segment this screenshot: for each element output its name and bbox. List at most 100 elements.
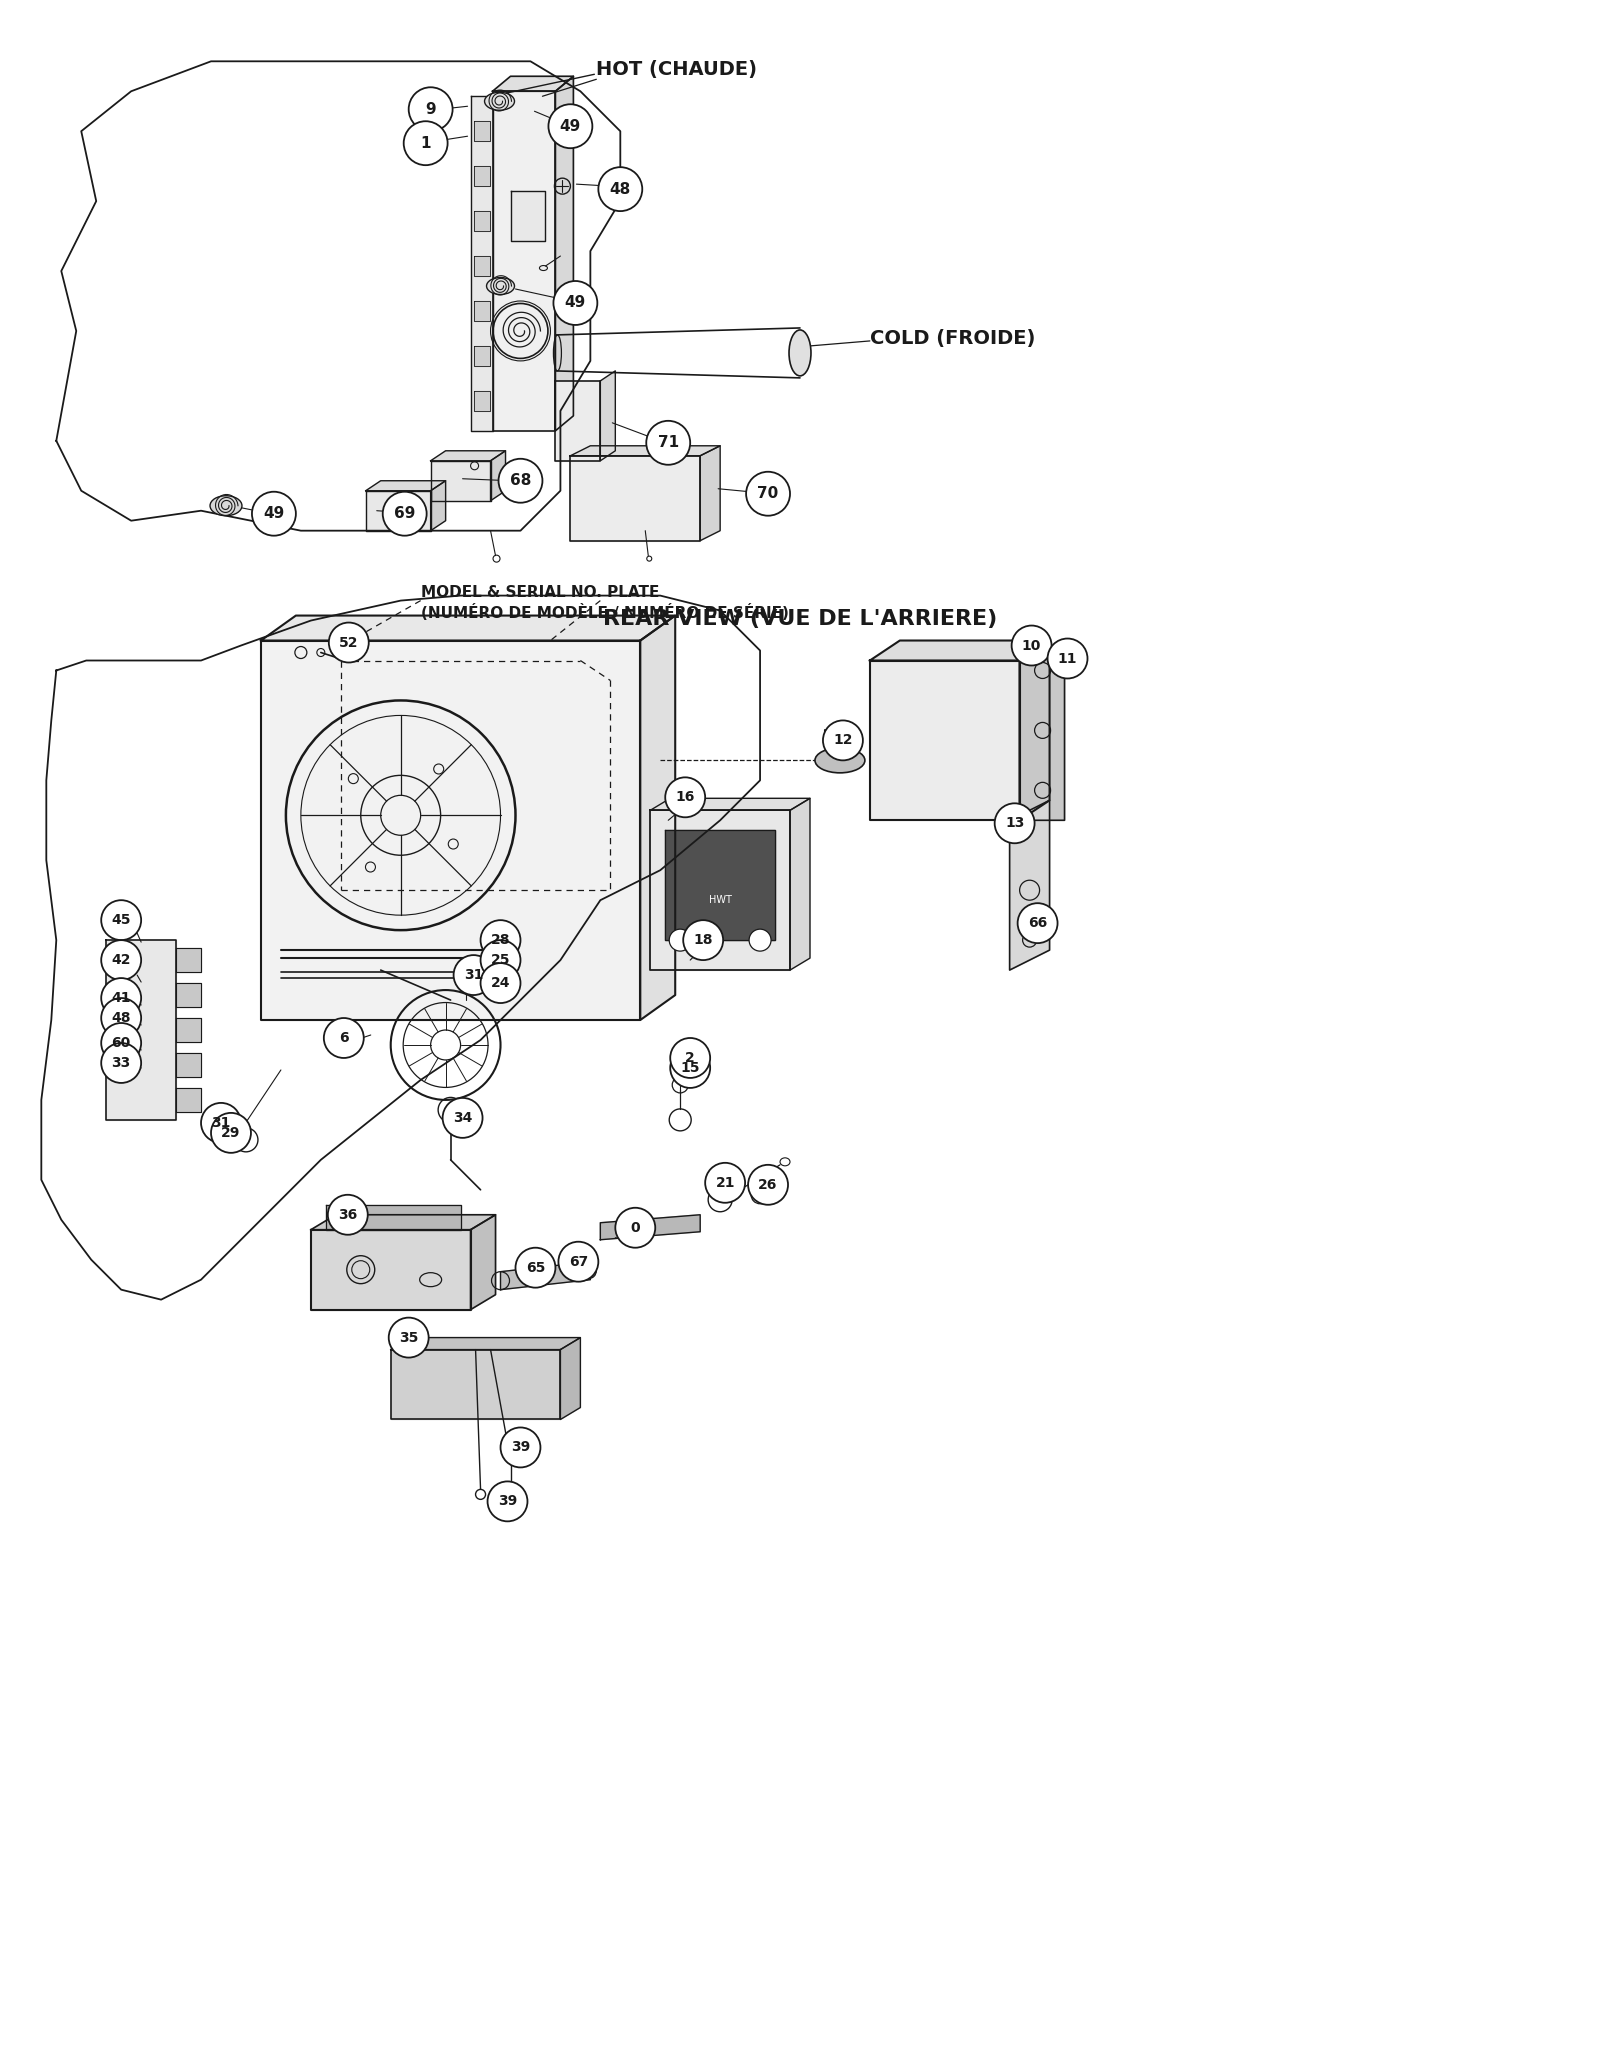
Text: 2: 2 <box>685 1052 694 1064</box>
Circle shape <box>330 623 368 662</box>
Circle shape <box>454 954 493 996</box>
Text: 65: 65 <box>526 1261 546 1275</box>
Polygon shape <box>491 451 506 501</box>
Polygon shape <box>501 1263 590 1290</box>
Text: REAR VIEW (VUE DE L'ARRIERE): REAR VIEW (VUE DE L'ARRIERE) <box>603 609 997 629</box>
Text: 48: 48 <box>112 1010 131 1025</box>
Polygon shape <box>555 77 573 431</box>
Polygon shape <box>176 1054 202 1076</box>
Circle shape <box>480 963 520 1004</box>
Polygon shape <box>474 166 490 186</box>
Text: 28: 28 <box>491 934 510 948</box>
Text: 11: 11 <box>1058 652 1077 667</box>
Polygon shape <box>493 91 555 431</box>
Text: 70: 70 <box>757 486 779 501</box>
Polygon shape <box>474 300 490 321</box>
Text: 67: 67 <box>568 1254 589 1269</box>
Circle shape <box>101 979 141 1018</box>
Circle shape <box>480 921 520 960</box>
Circle shape <box>382 493 427 536</box>
Polygon shape <box>1019 640 1064 820</box>
Polygon shape <box>510 190 546 240</box>
Polygon shape <box>176 983 202 1006</box>
Ellipse shape <box>486 277 515 294</box>
Text: 41: 41 <box>112 992 131 1006</box>
Text: 6: 6 <box>339 1031 349 1045</box>
Polygon shape <box>176 948 202 973</box>
Text: 31: 31 <box>211 1116 230 1130</box>
Text: 9: 9 <box>426 101 435 116</box>
Polygon shape <box>650 809 790 971</box>
Circle shape <box>670 1047 710 1089</box>
Ellipse shape <box>669 929 691 950</box>
Text: 39: 39 <box>498 1495 517 1509</box>
Polygon shape <box>176 1018 202 1041</box>
Circle shape <box>749 1165 789 1205</box>
Circle shape <box>666 778 706 818</box>
Circle shape <box>746 472 790 515</box>
Polygon shape <box>560 1337 581 1420</box>
Circle shape <box>101 900 141 940</box>
Ellipse shape <box>789 329 811 377</box>
Text: HWT: HWT <box>709 894 731 905</box>
Circle shape <box>403 122 448 166</box>
Polygon shape <box>430 480 446 530</box>
Polygon shape <box>366 480 446 491</box>
Polygon shape <box>600 371 616 462</box>
Ellipse shape <box>814 747 866 772</box>
Circle shape <box>549 104 592 149</box>
Text: 12: 12 <box>834 733 853 747</box>
Text: 48: 48 <box>610 182 630 197</box>
Circle shape <box>101 1043 141 1083</box>
Circle shape <box>323 1018 363 1058</box>
Circle shape <box>443 1097 483 1139</box>
Circle shape <box>101 1023 141 1064</box>
Polygon shape <box>261 615 675 640</box>
Text: 13: 13 <box>1005 816 1024 830</box>
Circle shape <box>101 940 141 979</box>
Text: 15: 15 <box>680 1062 699 1074</box>
Text: 16: 16 <box>675 791 694 805</box>
Text: 29: 29 <box>221 1126 240 1141</box>
Circle shape <box>408 87 453 130</box>
Polygon shape <box>870 660 1019 820</box>
Polygon shape <box>1019 640 1050 820</box>
Text: 21: 21 <box>715 1176 734 1190</box>
Polygon shape <box>701 445 720 540</box>
Polygon shape <box>326 1205 461 1230</box>
Circle shape <box>1048 638 1088 679</box>
Polygon shape <box>310 1215 496 1230</box>
Text: COLD (FROIDE): COLD (FROIDE) <box>870 329 1035 348</box>
Circle shape <box>211 1114 251 1153</box>
Polygon shape <box>474 211 490 232</box>
Polygon shape <box>430 462 491 501</box>
Circle shape <box>995 803 1035 842</box>
Circle shape <box>389 1319 429 1358</box>
Polygon shape <box>470 1215 496 1310</box>
Circle shape <box>683 921 723 960</box>
Circle shape <box>488 1482 528 1521</box>
Circle shape <box>501 1428 541 1468</box>
Polygon shape <box>430 451 506 462</box>
Polygon shape <box>310 1230 470 1310</box>
Text: 52: 52 <box>339 635 358 650</box>
Ellipse shape <box>210 495 242 515</box>
Text: 0: 0 <box>630 1221 640 1234</box>
Polygon shape <box>640 615 675 1021</box>
Circle shape <box>558 1242 598 1281</box>
Text: 34: 34 <box>453 1112 472 1124</box>
Text: 45: 45 <box>112 913 131 927</box>
Text: 71: 71 <box>658 435 678 451</box>
Polygon shape <box>493 77 573 91</box>
Circle shape <box>706 1163 746 1203</box>
Polygon shape <box>600 1215 701 1240</box>
Text: 66: 66 <box>1027 917 1048 929</box>
Polygon shape <box>666 830 774 940</box>
Circle shape <box>1011 625 1051 664</box>
Text: 18: 18 <box>693 934 714 948</box>
Polygon shape <box>790 799 810 971</box>
Circle shape <box>616 1207 656 1248</box>
Text: 42: 42 <box>112 952 131 967</box>
Text: 10: 10 <box>1022 638 1042 652</box>
Text: 49: 49 <box>560 118 581 135</box>
